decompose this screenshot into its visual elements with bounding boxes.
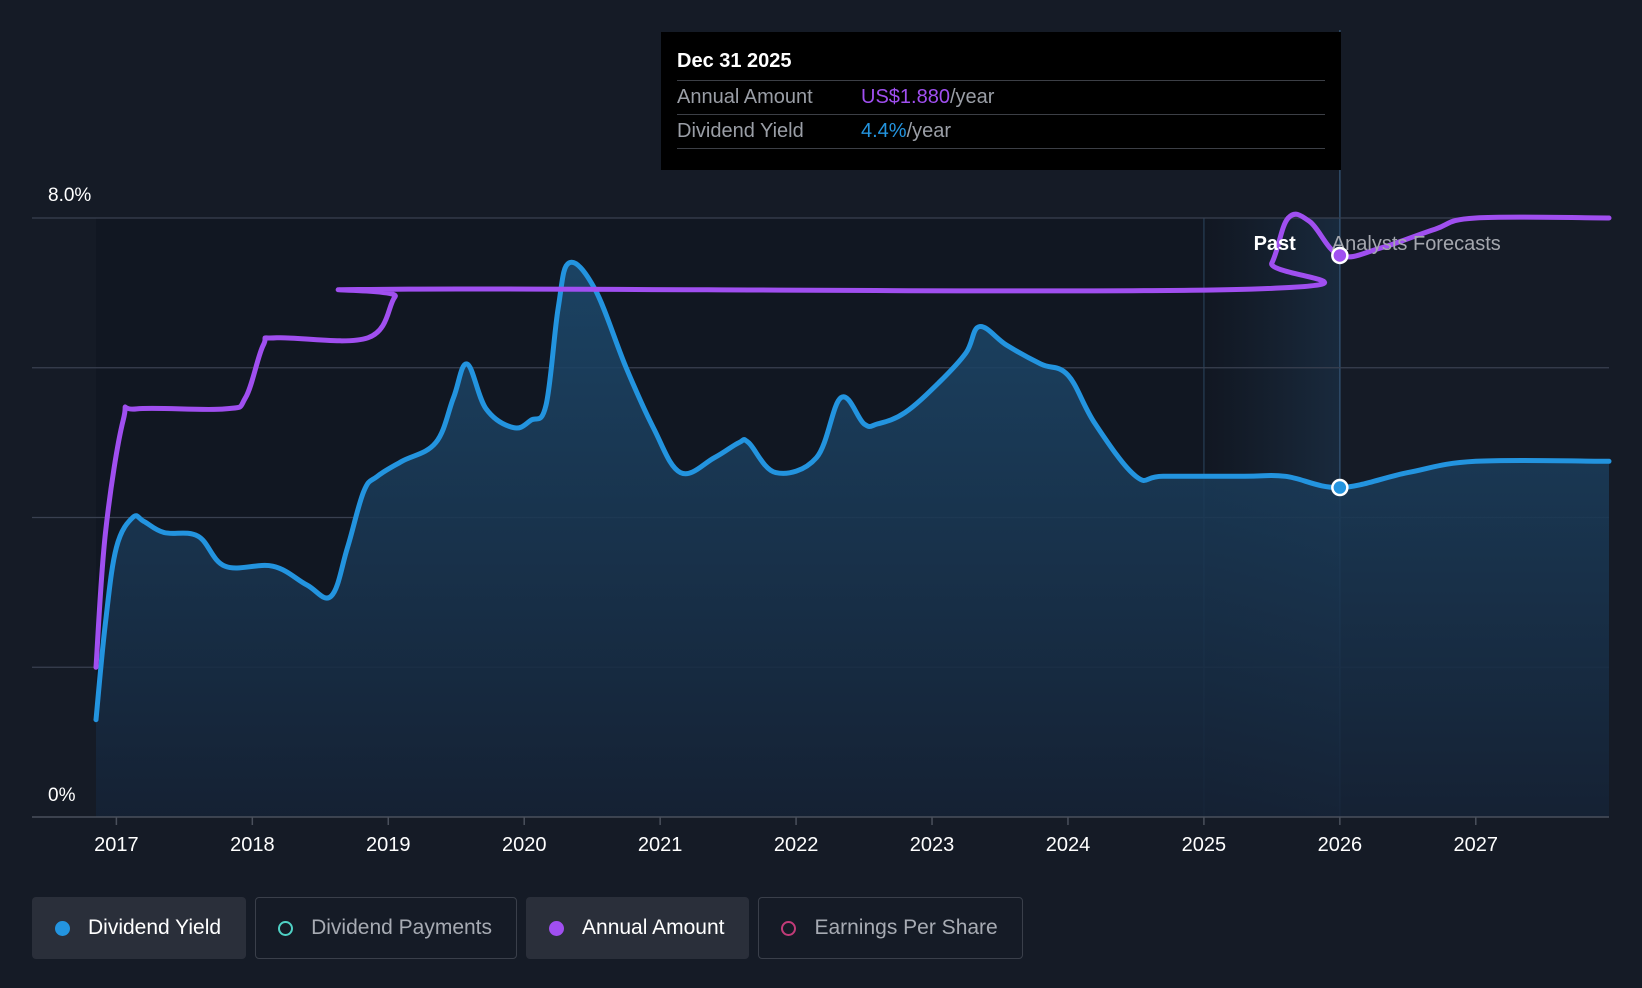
tooltip-row-dividend-yield: Dividend Yield 4.4% /year [677,115,1325,149]
legend-label: Dividend Yield [88,916,222,939]
x-tick-label: 2019 [366,834,411,856]
legend-dot-icon [781,920,797,936]
series-line-dividend-yield [93,259,1612,723]
legend-dividend-payments-button[interactable]: Dividend Payments [255,897,518,959]
y-tick-label-top: 8.0% [48,185,91,206]
chart-legend: Dividend Yield Dividend Payments Annual … [32,897,1023,959]
x-tick-label: 2018 [230,834,275,856]
legend-dot-icon [55,920,70,936]
legend-dot-icon [278,920,294,936]
tooltip-suffix: /year [906,120,952,142]
legend-dividend-yield-button[interactable]: Dividend Yield [32,897,247,959]
x-tick-label: 2017 [94,834,139,856]
forecast-region-label: Analysts Forecasts [1332,233,1501,255]
tooltip-label: Dividend Yield [677,120,804,142]
tooltip-label: Annual Amount [677,86,813,108]
tooltip-date: Dec 31 2025 [677,46,1325,81]
legend-label: Earnings Per Share [814,916,998,939]
x-tick-label: 2025 [1182,834,1227,856]
series-area-dividend-yield [96,262,1609,817]
tooltip-suffix: /year [949,86,995,108]
marker-annual-amount [1331,246,1349,265]
y-tick-label-bottom: 0% [48,785,76,806]
tooltip-row-annual-amount: Annual Amount US$1.880 /year [677,81,1325,115]
legend-label: Annual Amount [582,916,725,939]
x-tick-label: 2027 [1454,834,1499,856]
legend-dot-icon [549,920,565,936]
x-tick-label: 2023 [910,834,955,856]
marker-dividend-yield [1331,478,1349,497]
yield-area [96,262,1609,817]
hover-markers [1331,246,1349,497]
tooltip-value: US$1.880 [861,86,950,108]
x-tick-label: 2026 [1318,834,1363,856]
x-tick-label: 2020 [502,834,547,856]
legend-annual-amount-button[interactable]: Annual Amount [526,897,750,959]
chart-tooltip: Dec 31 2025 Annual Amount US$1.880 /year… [661,32,1341,170]
legend-earnings-per-share-button[interactable]: Earnings Per Share [758,897,1023,959]
x-axis [32,816,1609,825]
x-tick-label: 2021 [638,834,683,856]
x-tick-label: 2024 [1046,834,1091,856]
tooltip-value: 4.4% [861,120,907,142]
x-tick-label: 2022 [774,834,819,856]
axis-labels: 2017 2018 2019 2020 2021 2022 2023 2024 2025 2026… [48,185,1501,856]
legend-label: Dividend Payments [311,916,493,939]
past-region-label: Past [1254,233,1297,255]
